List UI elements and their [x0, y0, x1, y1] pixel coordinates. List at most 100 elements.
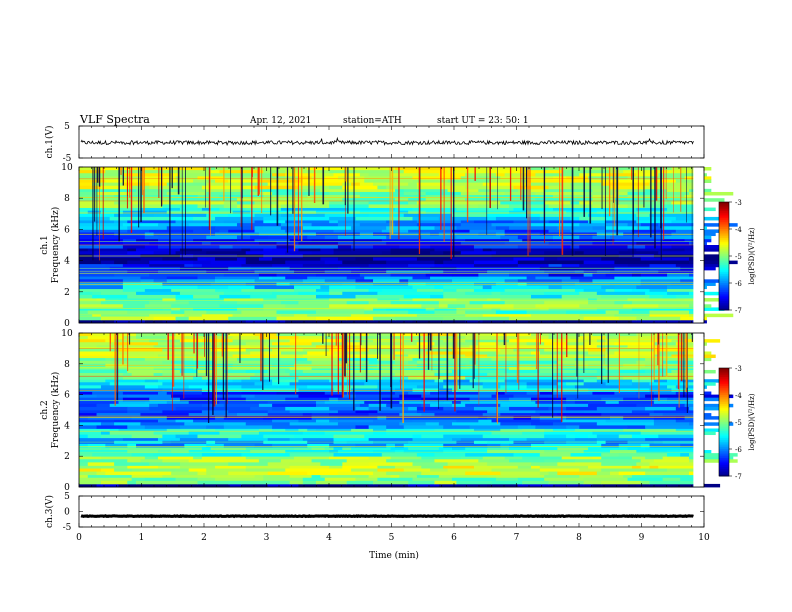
spectrogram-cell — [675, 294, 699, 299]
spectrogram-cell — [526, 198, 536, 202]
spectrogram-cell — [579, 304, 624, 308]
spectrogram-cell — [491, 291, 501, 296]
spectrogram-cell — [438, 388, 453, 392]
spectrogram-cell — [653, 397, 668, 402]
spectrogram-cell — [311, 366, 339, 371]
spectrogram-cell — [460, 400, 497, 405]
spectrogram-cell — [688, 422, 734, 426]
spectrogram-cell — [122, 288, 146, 293]
spectrogram-cell — [614, 201, 655, 205]
x-tick-label: 3 — [264, 533, 270, 543]
spectrogram-cell — [250, 345, 269, 349]
colorbar-step — [719, 389, 729, 392]
colorbar-step — [719, 257, 729, 261]
spectrogram-cell — [627, 245, 646, 249]
spectrogram-cell — [544, 477, 585, 482]
spectrogram-cell — [188, 301, 238, 305]
spectrogram-cell — [408, 376, 418, 380]
spectrogram-cell — [469, 366, 497, 371]
spectrogram-cell — [122, 279, 141, 283]
colorbar-step — [719, 450, 729, 454]
spectrogram-cell — [513, 440, 545, 445]
spectrogram-cell — [219, 313, 233, 318]
spectrogram-cell — [460, 431, 492, 436]
spectrogram-cell — [539, 216, 571, 221]
spectrogram-cell — [280, 351, 308, 355]
spectrogram-cell — [504, 388, 541, 392]
spectrogram-cell — [122, 182, 150, 187]
spectrogram-cell — [548, 437, 576, 442]
spectrogram-cell — [434, 373, 457, 377]
spectrogram-cell — [285, 176, 299, 180]
spectrogram-cell — [452, 437, 462, 442]
spectrogram-cell — [408, 310, 435, 315]
spectrogram-cell — [614, 285, 637, 290]
spectrogram-cell — [166, 226, 203, 230]
spectrogram-cell — [667, 373, 694, 377]
spectrogram-cell — [627, 204, 646, 208]
spectrogram-cell — [605, 273, 633, 277]
spectrogram-cell — [96, 483, 119, 488]
spectrogram-cell — [487, 416, 497, 420]
spectrogram-cell — [509, 406, 549, 411]
spectrogram-cell — [87, 416, 133, 420]
spectrogram-cell — [482, 198, 501, 202]
spectrogram-cell — [539, 319, 563, 324]
spectrogram-cell — [447, 188, 479, 193]
spectrogram-cell — [333, 248, 352, 252]
spectrogram-cell — [614, 198, 637, 202]
spectrogram-cell — [245, 207, 282, 212]
spectrogram-cell — [215, 288, 242, 293]
spectrogram-cell — [531, 416, 541, 420]
spectrogram-cell — [210, 474, 255, 479]
spectrogram-cell — [298, 291, 330, 296]
spectrogram-cell — [311, 182, 343, 187]
spectrogram-cell — [333, 354, 383, 359]
colorbar-label: log(PSD)(V²/Hz) — [748, 227, 756, 284]
spectrogram-cell — [206, 213, 229, 218]
spectrogram-cell — [465, 185, 488, 190]
spectrogram-cell — [443, 294, 484, 299]
spectrogram-cell — [298, 176, 312, 180]
spectrogram-cell — [469, 345, 514, 349]
spectrogram-cell — [127, 410, 163, 414]
spectrogram-cell — [236, 238, 255, 243]
spectrogram-cell — [605, 220, 637, 224]
spectrogram-cell — [605, 336, 620, 340]
spectrogram-cell — [636, 213, 650, 218]
spectrogram-cell — [570, 201, 580, 205]
y-tick-label: 10 — [61, 329, 73, 339]
spectrogram-cell — [118, 428, 168, 432]
spectrogram-cell — [588, 348, 606, 352]
spectrogram-cell — [421, 403, 431, 408]
spectrogram-cell — [210, 260, 247, 265]
spectrogram-cell — [399, 459, 435, 463]
spectrogram-cell — [127, 360, 163, 365]
spectrogram-cell — [421, 354, 466, 359]
spectrogram-cell — [658, 434, 703, 439]
spectrogram-cell — [618, 369, 646, 374]
spectrogram-cell — [469, 204, 479, 208]
spectrogram-cell — [636, 198, 681, 202]
spectrogram-cell — [495, 391, 506, 395]
spectrogram-cell — [337, 176, 365, 180]
spectrogram-cell — [601, 257, 642, 261]
spectrogram-cell — [658, 185, 694, 190]
spectrogram-cell — [79, 301, 102, 305]
colorbar-step — [719, 302, 729, 306]
spectrogram-cell — [544, 434, 567, 439]
spectrogram-cell — [92, 198, 137, 202]
spectrogram-cell — [478, 188, 519, 193]
spectrogram-cell — [236, 307, 264, 311]
spectrogram-cell — [324, 400, 365, 405]
spectrogram-cell — [79, 391, 93, 395]
spectrogram-cell — [618, 388, 650, 392]
spectrogram-cell — [552, 345, 598, 349]
spectrogram-cell — [539, 419, 563, 423]
colorbar-step — [719, 413, 729, 416]
spectrogram-cell — [298, 379, 330, 383]
spectrogram-cell — [460, 241, 506, 246]
spectrogram-cell — [465, 453, 514, 457]
spectrogram-cell — [149, 397, 181, 402]
spectrogram-cell — [149, 263, 185, 268]
